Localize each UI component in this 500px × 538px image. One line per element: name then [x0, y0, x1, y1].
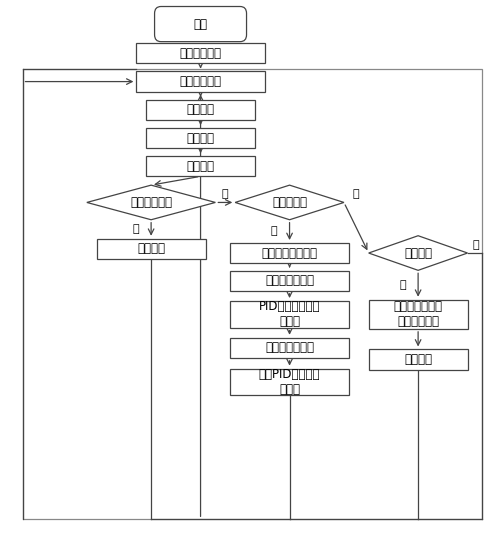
FancyBboxPatch shape: [154, 6, 246, 41]
Bar: [22, 69, 482, 519]
Text: 故障静态自检: 故障静态自检: [180, 47, 222, 60]
Bar: [230, 301, 349, 328]
Bar: [136, 43, 265, 63]
Text: 不: 不: [222, 189, 228, 200]
Text: 电机驱动: 电机驱动: [186, 131, 214, 145]
Text: 设定电机目标电流: 设定电机目标电流: [262, 246, 318, 259]
Bar: [368, 300, 468, 329]
Bar: [230, 369, 349, 395]
Text: 锁住失电制动器: 锁住失电制动器: [265, 341, 314, 355]
Text: 驻车条件满足: 驻车条件满足: [130, 196, 172, 209]
Text: 失电制动器松开: 失电制动器松开: [265, 274, 314, 287]
Text: 停止PID调节、电
机停止: 停止PID调节、电 机停止: [259, 368, 320, 396]
Bar: [136, 72, 265, 91]
Text: 不: 不: [472, 240, 479, 250]
Text: 驻车制动: 驻车制动: [137, 242, 165, 255]
Text: 踏板有移动: 踏板有移动: [272, 196, 307, 209]
Text: 信号采集: 信号采集: [186, 160, 214, 173]
Text: 是: 是: [399, 280, 406, 290]
Bar: [146, 156, 255, 176]
Text: 是: 是: [270, 226, 277, 236]
Text: 电机反转、开锁
住失电制动器: 电机反转、开锁 住失电制动器: [394, 300, 442, 328]
Bar: [96, 239, 206, 259]
Text: 踏板归位: 踏板归位: [404, 246, 432, 259]
Text: 故障处理: 故障处理: [186, 103, 214, 116]
Polygon shape: [235, 185, 344, 220]
Text: 是: 是: [132, 224, 138, 234]
Text: 开始: 开始: [194, 18, 207, 31]
Text: PID调节电机到目
标电流: PID调节电机到目 标电流: [259, 300, 320, 328]
Bar: [230, 271, 349, 291]
Polygon shape: [368, 236, 468, 270]
Bar: [230, 243, 349, 263]
Bar: [230, 338, 349, 358]
Bar: [368, 349, 468, 370]
Text: 不: 不: [353, 189, 360, 200]
Polygon shape: [87, 185, 216, 220]
Text: 故障动态自检: 故障动态自检: [180, 75, 222, 88]
Bar: [146, 100, 255, 120]
Text: 电机停止: 电机停止: [404, 353, 432, 366]
Bar: [146, 128, 255, 148]
